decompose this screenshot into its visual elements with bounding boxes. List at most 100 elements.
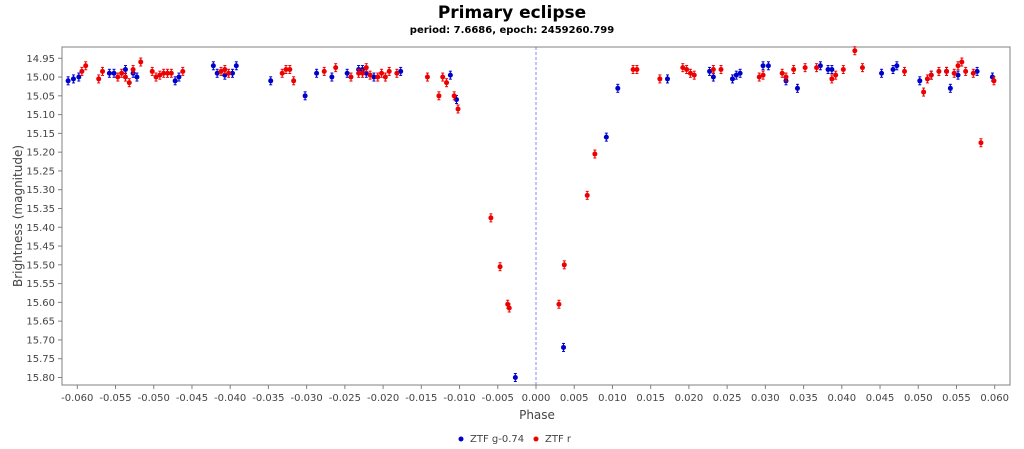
y-tick-label: 14.95 — [26, 54, 55, 65]
data-point — [218, 68, 224, 74]
data-point — [951, 70, 957, 76]
data-point — [488, 215, 494, 221]
data-point — [833, 72, 839, 78]
data-point — [126, 80, 132, 86]
data-point — [974, 68, 980, 74]
data-point — [707, 68, 713, 74]
data-point — [737, 70, 743, 76]
data-point — [657, 76, 663, 82]
data-point — [817, 63, 823, 69]
data-point — [161, 70, 167, 76]
data-point — [691, 72, 697, 78]
data-point — [729, 76, 735, 82]
data-point — [440, 74, 446, 80]
data-point — [106, 70, 112, 76]
x-tick-label: 0.040 — [827, 393, 856, 404]
x-tick-label: -0.035 — [252, 393, 284, 404]
data-point — [814, 65, 820, 71]
data-point — [379, 70, 385, 76]
x-tick-label: -0.025 — [329, 393, 361, 404]
data-point — [991, 78, 997, 84]
data-point — [760, 72, 766, 78]
data-point — [890, 67, 896, 73]
y-tick-label: 15.80 — [26, 373, 55, 384]
data-point — [955, 63, 961, 69]
chart-title: Primary eclipse — [438, 3, 586, 23]
data-point — [779, 70, 785, 76]
data-point — [584, 192, 590, 198]
data-point — [76, 74, 82, 80]
data-point — [122, 67, 128, 73]
x-tick-label: -0.040 — [214, 393, 246, 404]
data-point — [955, 72, 961, 78]
data-point — [879, 70, 885, 76]
data-point — [765, 63, 771, 69]
series-1 — [79, 46, 997, 313]
data-point — [710, 67, 716, 73]
legend-marker-r — [533, 436, 539, 442]
data-point — [153, 74, 159, 80]
data-point — [561, 262, 567, 268]
data-point — [172, 78, 178, 84]
data-point — [79, 68, 85, 74]
x-tick-label: 0.030 — [751, 393, 780, 404]
x-axis: -0.060 -0.055 -0.050 -0.045 -0.040 -0.035 -0.0… — [61, 385, 1009, 404]
data-point — [111, 70, 117, 76]
data-point — [291, 78, 297, 84]
data-point — [398, 68, 404, 74]
data-points — [65, 46, 997, 382]
x-tick-label: 0.050 — [904, 393, 933, 404]
x-tick-label: 0.045 — [866, 393, 895, 404]
x-tick-label: 0.015 — [636, 393, 665, 404]
data-point — [314, 70, 320, 76]
data-point — [453, 97, 459, 103]
x-tick-label: 0.055 — [942, 393, 971, 404]
data-point — [947, 85, 953, 91]
y-tick-label: 15.10 — [26, 110, 55, 121]
x-tick-label: 0.010 — [598, 393, 627, 404]
y-tick-label: 15.55 — [26, 279, 55, 290]
data-point — [760, 63, 766, 69]
y-tick-label: 15.05 — [26, 91, 55, 102]
data-point — [165, 70, 171, 76]
x-tick-label: 0.020 — [675, 393, 704, 404]
x-tick-label: -0.050 — [138, 393, 170, 404]
data-point — [229, 70, 235, 76]
y-tick-label: 15.50 — [26, 260, 55, 271]
data-point — [226, 70, 232, 76]
data-point — [924, 76, 930, 82]
data-point — [214, 70, 220, 76]
data-point — [556, 301, 562, 307]
data-point — [96, 76, 102, 82]
data-point — [634, 67, 640, 73]
data-point — [840, 67, 846, 73]
data-point — [233, 63, 239, 69]
data-point — [83, 63, 89, 69]
data-point — [122, 74, 128, 80]
x-axis-label: Phase — [519, 408, 555, 422]
x-tick-label: 0.060 — [980, 393, 1009, 404]
data-point — [852, 48, 858, 54]
data-point — [70, 76, 76, 82]
legend-label-g: ZTF g-0.74 — [470, 434, 524, 445]
x-tick-label: -0.020 — [367, 393, 399, 404]
y-tick-label: 15.25 — [26, 166, 55, 177]
x-tick-label: 0.035 — [789, 393, 818, 404]
data-point — [894, 63, 900, 69]
data-point — [451, 93, 457, 99]
y-tick-label: 15.75 — [26, 354, 55, 365]
y-tick-label: 15.65 — [26, 317, 55, 328]
y-tick-label: 15.00 — [26, 73, 55, 84]
data-point — [115, 74, 121, 80]
data-point — [222, 67, 228, 73]
x-tick-label: -0.015 — [405, 393, 437, 404]
data-point — [802, 65, 808, 71]
data-point — [321, 68, 327, 74]
data-point — [497, 264, 503, 270]
data-point — [512, 374, 518, 380]
data-point — [180, 68, 186, 74]
y-axis-label: Brightness (magnitude) — [11, 145, 25, 287]
data-point — [348, 74, 354, 80]
y-tick-label: 15.60 — [26, 298, 55, 309]
data-point — [959, 59, 965, 65]
